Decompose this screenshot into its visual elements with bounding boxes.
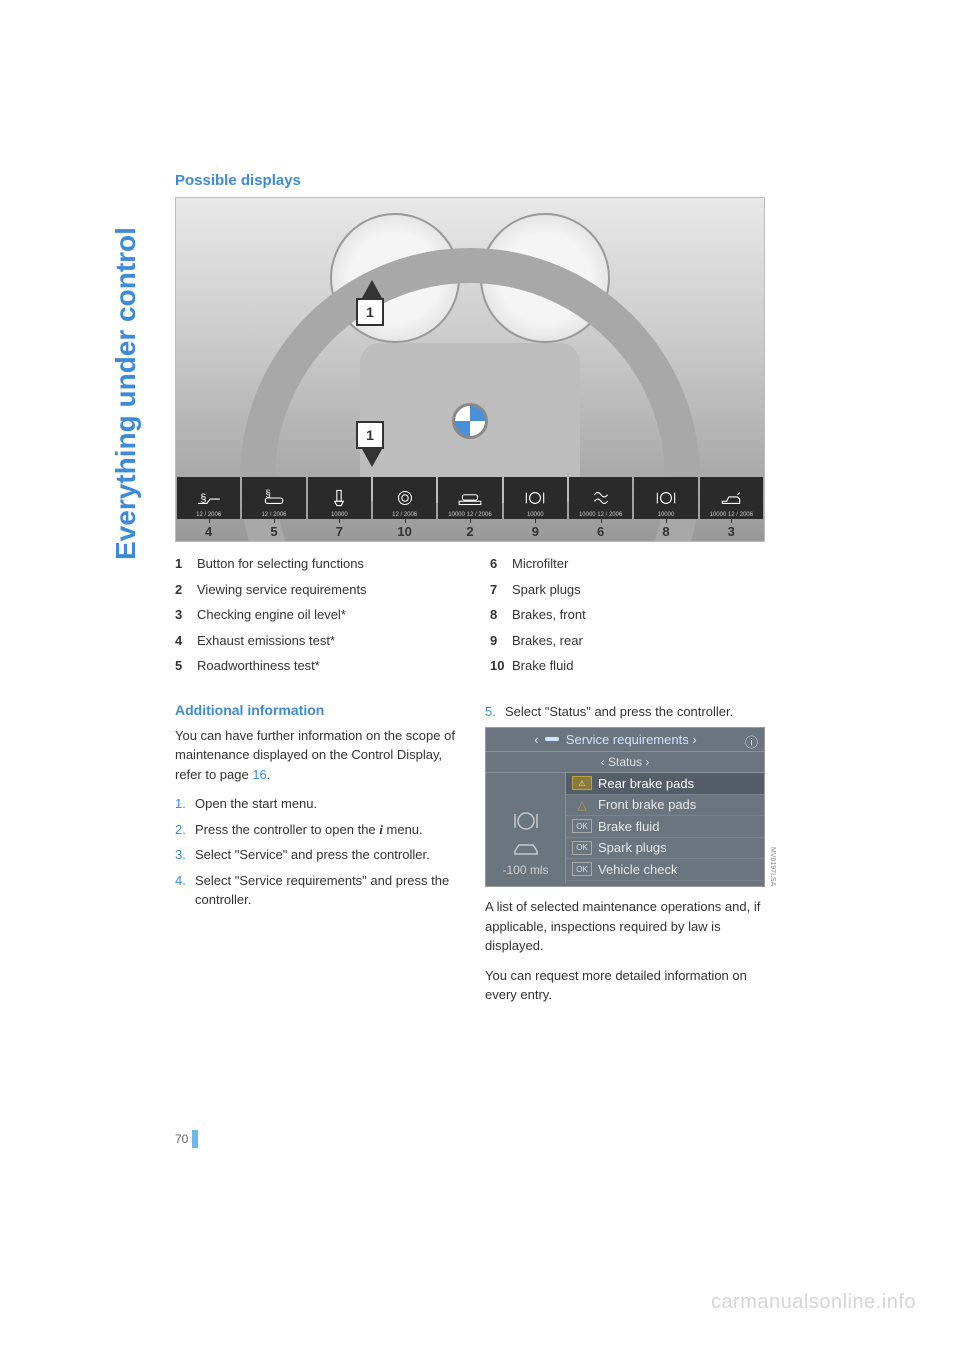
col-right: 5.Select "Status" and press the controll…	[485, 702, 765, 1015]
watermark: carmanualsonline.info	[711, 1291, 916, 1314]
page-number: 70	[175, 1130, 198, 1148]
service-icon-strip: §12 / 2006 §12 / 2006 10000 12 / 2006 10…	[176, 477, 764, 519]
exhaust-test-icon: §12 / 2006	[177, 477, 240, 519]
callout-num: 6	[568, 524, 633, 539]
screenshot-code: MV0197LSA	[769, 847, 776, 886]
info-icon: ⓘ	[745, 732, 758, 751]
screen-row: OKSpark plugs	[566, 838, 764, 860]
paragraph: A list of selected maintenance operation…	[485, 897, 765, 956]
screen-distance-text: -100 mls	[502, 863, 548, 877]
svg-text:§: §	[200, 492, 206, 504]
callout-num: 3	[699, 524, 764, 539]
legend-item: 6Microfilter	[490, 554, 765, 574]
chevron-left-icon: ‹	[601, 755, 608, 769]
screen-row: ⚠Rear brake pads	[566, 773, 764, 795]
section-sidebar-label: Everything under control	[110, 227, 142, 560]
step-item: 4.Select "Service requirements" and pres…	[175, 871, 455, 910]
screen-left-panel: -100 mls	[486, 773, 566, 883]
bmw-logo-icon	[452, 403, 488, 439]
stalk-up-arrow-icon: 1	[356, 298, 384, 326]
legend-col-left: 1Button for selecting functions 2Viewing…	[175, 554, 450, 682]
triangle-badge-icon: △	[572, 798, 592, 812]
car-outline-icon	[511, 839, 541, 857]
diagram-number-row: 4 5 7 10 2 9 6 8 3	[176, 524, 764, 539]
section-title: Possible displays	[175, 172, 765, 189]
stalk-down-arrow-icon: 1	[356, 421, 384, 449]
screen-right-panel: ⚠Rear brake pads △Front brake pads OKBra…	[566, 773, 764, 883]
page-content: Possible displays 1 1 §12 / 2006 §12 / 2…	[175, 172, 765, 1015]
page-ref-link[interactable]: 16	[252, 767, 266, 782]
steps-list: 1.Open the start menu. 2.Press the contr…	[175, 794, 455, 910]
oil-level-icon: 10000 12 / 2006	[700, 477, 763, 519]
ok-badge-icon: OK	[572, 862, 592, 876]
col-left: Additional information You can have furt…	[175, 702, 455, 1015]
callout-num: 7	[307, 524, 372, 539]
info-icon: i	[379, 822, 383, 837]
body-two-col: Additional information You can have furt…	[175, 702, 765, 1015]
control-display-screenshot: ‹ Service requirements › ⓘ ‹ Status › -1…	[485, 727, 765, 887]
stalk-control: 1 1	[356, 298, 416, 468]
legend-item: 4Exhaust emissions test*	[175, 631, 450, 651]
callout-num: 2	[437, 524, 502, 539]
legend-item: 9Brakes, rear	[490, 631, 765, 651]
legend-item: 1Button for selecting functions	[175, 554, 450, 574]
brake-fluid-icon: 12 / 2006	[373, 477, 436, 519]
brakes-rear-icon: 10000	[504, 477, 567, 519]
callout-num: 5	[241, 524, 306, 539]
warning-badge-icon: ⚠	[572, 776, 592, 790]
intro-paragraph: You can have further information on the …	[175, 726, 455, 785]
legend-item: 2Viewing service requirements	[175, 580, 450, 600]
chevron-left-icon: ‹	[534, 732, 542, 747]
legend-col-right: 6Microfilter 7Spark plugs 8Brakes, front…	[490, 554, 765, 682]
screen-row: OKVehicle check	[566, 859, 764, 881]
brake-icon	[511, 809, 541, 833]
legend-item: 7Spark plugs	[490, 580, 765, 600]
step-item: 2.Press the controller to open the i men…	[175, 820, 455, 840]
screen-subheader: ‹ Status ›	[486, 752, 764, 773]
legend-item: 3Checking engine oil level*	[175, 605, 450, 625]
roadworthiness-icon: §12 / 2006	[242, 477, 305, 519]
chevron-right-icon: ›	[642, 755, 649, 769]
legend-item: 5Roadworthiness test*	[175, 656, 450, 676]
dashboard-diagram: 1 1 §12 / 2006 §12 / 2006 10000 12 / 200…	[175, 197, 765, 542]
legend-item: 10Brake fluid	[490, 656, 765, 676]
service-requirements-icon: 10000 12 / 2006	[438, 477, 501, 519]
subheading-additional: Additional information	[175, 702, 455, 718]
ok-badge-icon: OK	[572, 819, 592, 833]
step-item: 3.Select "Service" and press the control…	[175, 845, 455, 865]
screen-row: OKBrake fluid	[566, 816, 764, 838]
page-marker-icon	[192, 1130, 198, 1148]
callout-num: 4	[176, 524, 241, 539]
paragraph: You can request more detailed informatio…	[485, 966, 765, 1005]
callout-num: 9	[503, 524, 568, 539]
microfilter-icon: 10000 12 / 2006	[569, 477, 632, 519]
screen-row: △Front brake pads	[566, 795, 764, 817]
screen-header: ‹ Service requirements › ⓘ	[486, 728, 764, 752]
step-item: 5.Select "Status" and press the controll…	[485, 702, 765, 722]
legend: 1Button for selecting functions 2Viewing…	[175, 554, 765, 682]
ok-badge-icon: OK	[572, 841, 592, 855]
car-icon	[542, 734, 562, 744]
callout-num: 8	[633, 524, 698, 539]
chevron-right-icon: ›	[692, 732, 696, 747]
callout-num: 10	[372, 524, 437, 539]
brakes-front-icon: 10000	[634, 477, 697, 519]
steps-list-cont: 5.Select "Status" and press the controll…	[485, 702, 765, 722]
legend-item: 8Brakes, front	[490, 605, 765, 625]
step-item: 1.Open the start menu.	[175, 794, 455, 814]
spark-plug-icon: 10000	[308, 477, 371, 519]
